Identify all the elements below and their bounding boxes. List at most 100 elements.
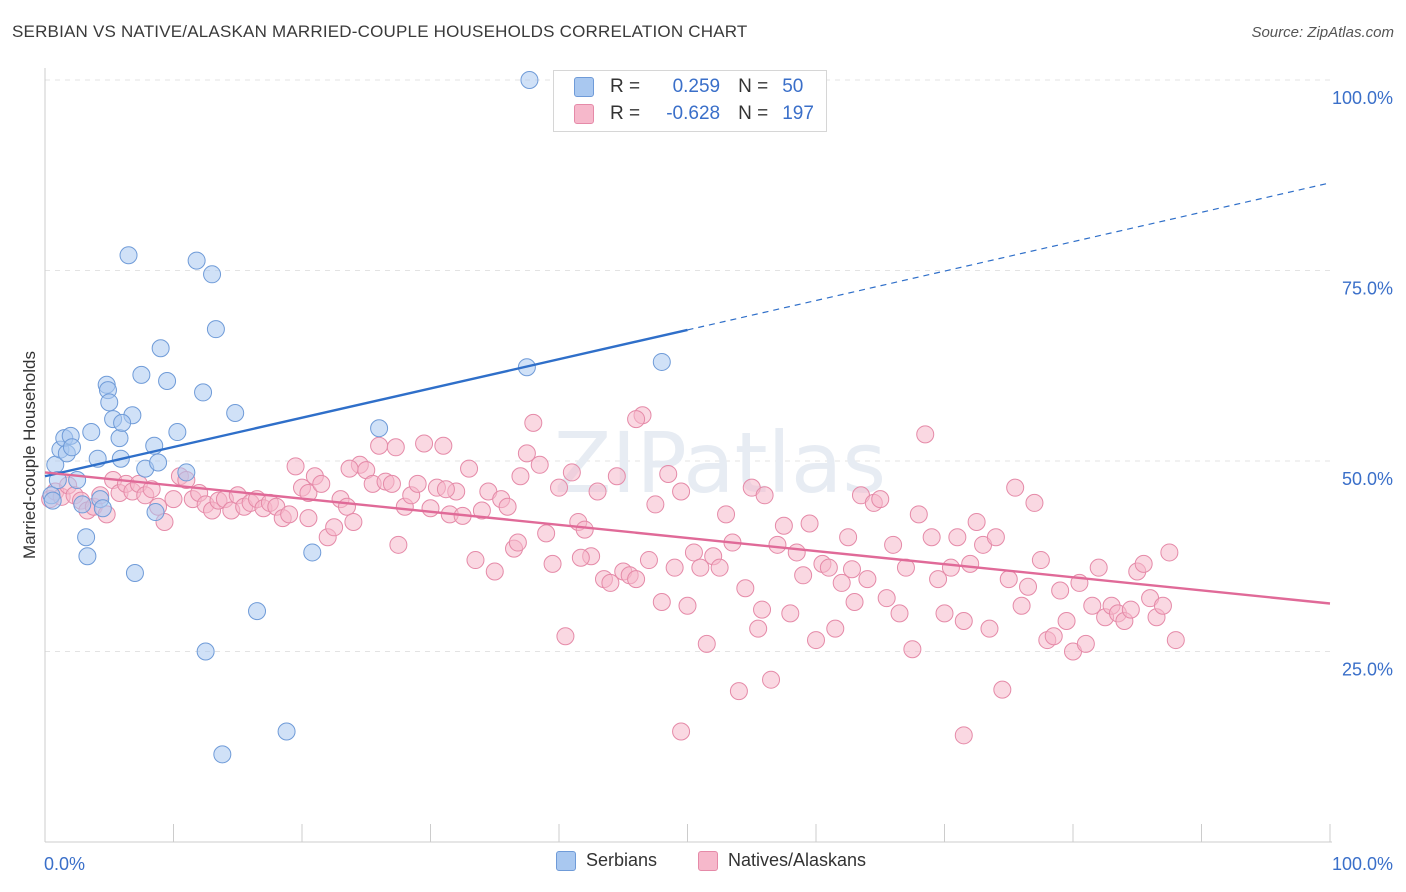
- data-point: [717, 505, 736, 524]
- data-point: [48, 471, 67, 490]
- x-tick-label: 100.0%: [1332, 854, 1393, 874]
- data-point: [961, 554, 980, 573]
- data-point: [646, 495, 665, 514]
- data-point: [226, 403, 245, 422]
- data-point: [967, 512, 986, 531]
- data-point: [993, 680, 1012, 699]
- bottom-legend-swatch: [698, 850, 718, 871]
- legend-r-value: 0.259: [672, 76, 721, 97]
- data-point: [858, 570, 877, 589]
- data-point: [986, 528, 1005, 547]
- data-point: [884, 535, 903, 554]
- data-point: [213, 745, 232, 764]
- data-point: [43, 491, 62, 510]
- data-point: [1044, 627, 1063, 646]
- data-point: [177, 463, 196, 482]
- legend-swatch-natives: [574, 104, 594, 124]
- data-point: [119, 246, 138, 265]
- data-point: [678, 596, 697, 615]
- legend-n-label: N =: [738, 103, 769, 124]
- data-point: [1057, 612, 1076, 631]
- data-point: [890, 604, 909, 623]
- data-point: [787, 543, 806, 562]
- bottom-legend-serbians: Serbians: [556, 850, 657, 871]
- data-point: [550, 478, 568, 497]
- data-point: [697, 634, 716, 653]
- data-point: [588, 482, 607, 501]
- data-point: [194, 383, 213, 402]
- legend-n-label: N =: [738, 76, 769, 97]
- data-point: [203, 265, 222, 284]
- data-point: [1031, 551, 1050, 570]
- data-point: [498, 497, 517, 516]
- data-point: [1012, 596, 1031, 615]
- data-point: [916, 425, 935, 444]
- data-point: [146, 503, 165, 522]
- data-point: [684, 543, 703, 562]
- data-point: [832, 573, 851, 592]
- data-point: [672, 722, 691, 741]
- series-serbians: [42, 71, 671, 764]
- data-point: [762, 670, 781, 689]
- data-point: [386, 438, 405, 457]
- data-point: [845, 592, 864, 611]
- data-point: [286, 457, 305, 476]
- series-natives-alaskans: [41, 406, 1185, 745]
- data-point: [113, 413, 132, 432]
- y-tick-label: 75.0%: [1342, 279, 1393, 299]
- data-point: [909, 505, 928, 524]
- data-point: [370, 436, 389, 455]
- bottom-legend-swatch: [556, 850, 576, 871]
- data-point: [842, 560, 861, 579]
- data-point: [1019, 577, 1038, 596]
- data-point: [627, 410, 646, 429]
- data-point: [877, 589, 896, 608]
- data-point: [1051, 581, 1070, 600]
- data-point: [110, 429, 129, 448]
- trend-line-serbians-extension: [687, 182, 1331, 331]
- data-point: [485, 562, 504, 581]
- axes: [44, 68, 1332, 843]
- y-tick-label: 100.0%: [1332, 88, 1393, 108]
- trend-line-serbians: [44, 328, 688, 478]
- chart-source: Source: ZipAtlas.com: [1251, 24, 1394, 41]
- data-point: [517, 444, 536, 463]
- data-point: [800, 514, 819, 533]
- data-point: [819, 558, 838, 577]
- data-point: [736, 579, 755, 598]
- data-point: [954, 612, 973, 631]
- data-point: [639, 551, 658, 570]
- data-point: [575, 520, 594, 539]
- data-point: [132, 365, 151, 384]
- data-point: [1076, 634, 1095, 653]
- data-point: [158, 371, 177, 390]
- data-point: [187, 251, 206, 270]
- data-point: [421, 499, 440, 518]
- x-tick-label: 0.0%: [44, 854, 85, 874]
- data-point: [768, 535, 787, 554]
- data-point: [807, 631, 825, 650]
- legend-n-value: 197: [782, 103, 814, 124]
- data-point: [755, 486, 774, 505]
- data-point: [151, 339, 170, 358]
- data-point: [537, 524, 556, 543]
- data-point: [280, 505, 299, 524]
- data-point: [1006, 478, 1025, 497]
- data-point: [434, 436, 453, 455]
- legend-r-label: R =: [610, 76, 641, 97]
- data-point: [530, 455, 549, 474]
- data-point: [710, 558, 729, 577]
- y-tick-label: 25.0%: [1342, 660, 1393, 680]
- data-point: [389, 535, 408, 554]
- data-point: [935, 604, 954, 623]
- data-point: [948, 528, 967, 547]
- data-point: [524, 413, 543, 432]
- legend-swatch-serbians: [574, 77, 594, 97]
- legend-r-label: R =: [610, 103, 641, 124]
- data-point: [571, 548, 590, 567]
- chart-title: SERBIAN VS NATIVE/ALASKAN MARRIED-COUPLE…: [12, 22, 748, 41]
- data-point: [999, 570, 1018, 589]
- data-point: [125, 564, 144, 583]
- data-point: [794, 566, 813, 585]
- data-point: [774, 516, 793, 535]
